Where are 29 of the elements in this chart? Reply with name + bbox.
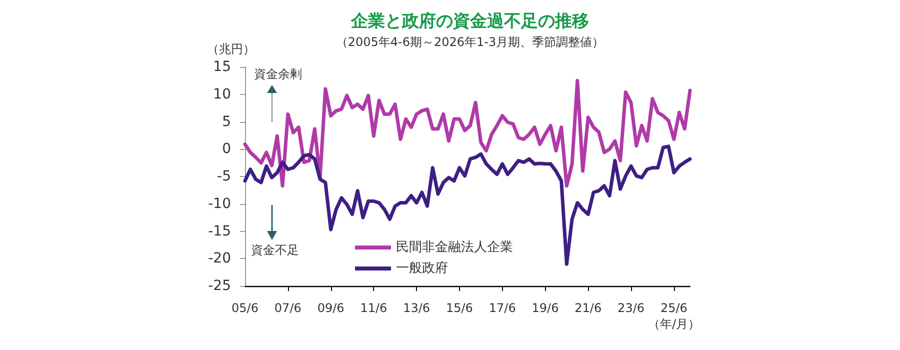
x-tick-label: 17/6 xyxy=(488,301,516,315)
chart-subtitle: （2005年4-6期～2026年1-3月期、季節調整値） xyxy=(336,35,604,49)
y-tick-label: -25 xyxy=(208,278,231,294)
y-tick-label: -10 xyxy=(208,196,231,212)
y-tick-label: -5 xyxy=(217,168,231,184)
x-tick-label: 15/6 xyxy=(446,301,473,315)
y-tick-label: 15 xyxy=(213,59,231,75)
y-tick-label: -15 xyxy=(208,223,231,240)
x-tick-label: 13/6 xyxy=(403,301,430,315)
y-axis-title: （兆円） xyxy=(207,42,255,56)
x-tick-label: 11/6 xyxy=(360,301,388,315)
chart-title: 企業と政府の資金過不足の推移 xyxy=(350,12,589,32)
annotation: 資金不足 xyxy=(251,243,299,257)
line-series xyxy=(243,78,692,188)
x-tick-label: 07/6 xyxy=(274,301,302,315)
x-tick-label: 05/6 xyxy=(232,301,258,315)
y-tick-label: 10 xyxy=(213,86,231,102)
y-tick-label: -20 xyxy=(208,250,231,267)
x-tick-label: 21/6 xyxy=(574,301,602,315)
annotation: 資金余剰 xyxy=(254,67,302,81)
y-tick-label: 0 xyxy=(222,141,231,158)
legend-label: 一般政府 xyxy=(396,260,448,276)
x-tick-label: 09/6 xyxy=(317,301,344,315)
x-tick-label: 23/6 xyxy=(618,301,644,315)
y-tick-label: 5 xyxy=(222,114,231,130)
x-tick-label: 25/6 xyxy=(660,301,688,315)
x-tick-label: 19/6 xyxy=(532,301,559,315)
legend-label: 民間非金融法人企業 xyxy=(396,240,513,255)
x-axis-title: （年/月） xyxy=(648,317,700,331)
